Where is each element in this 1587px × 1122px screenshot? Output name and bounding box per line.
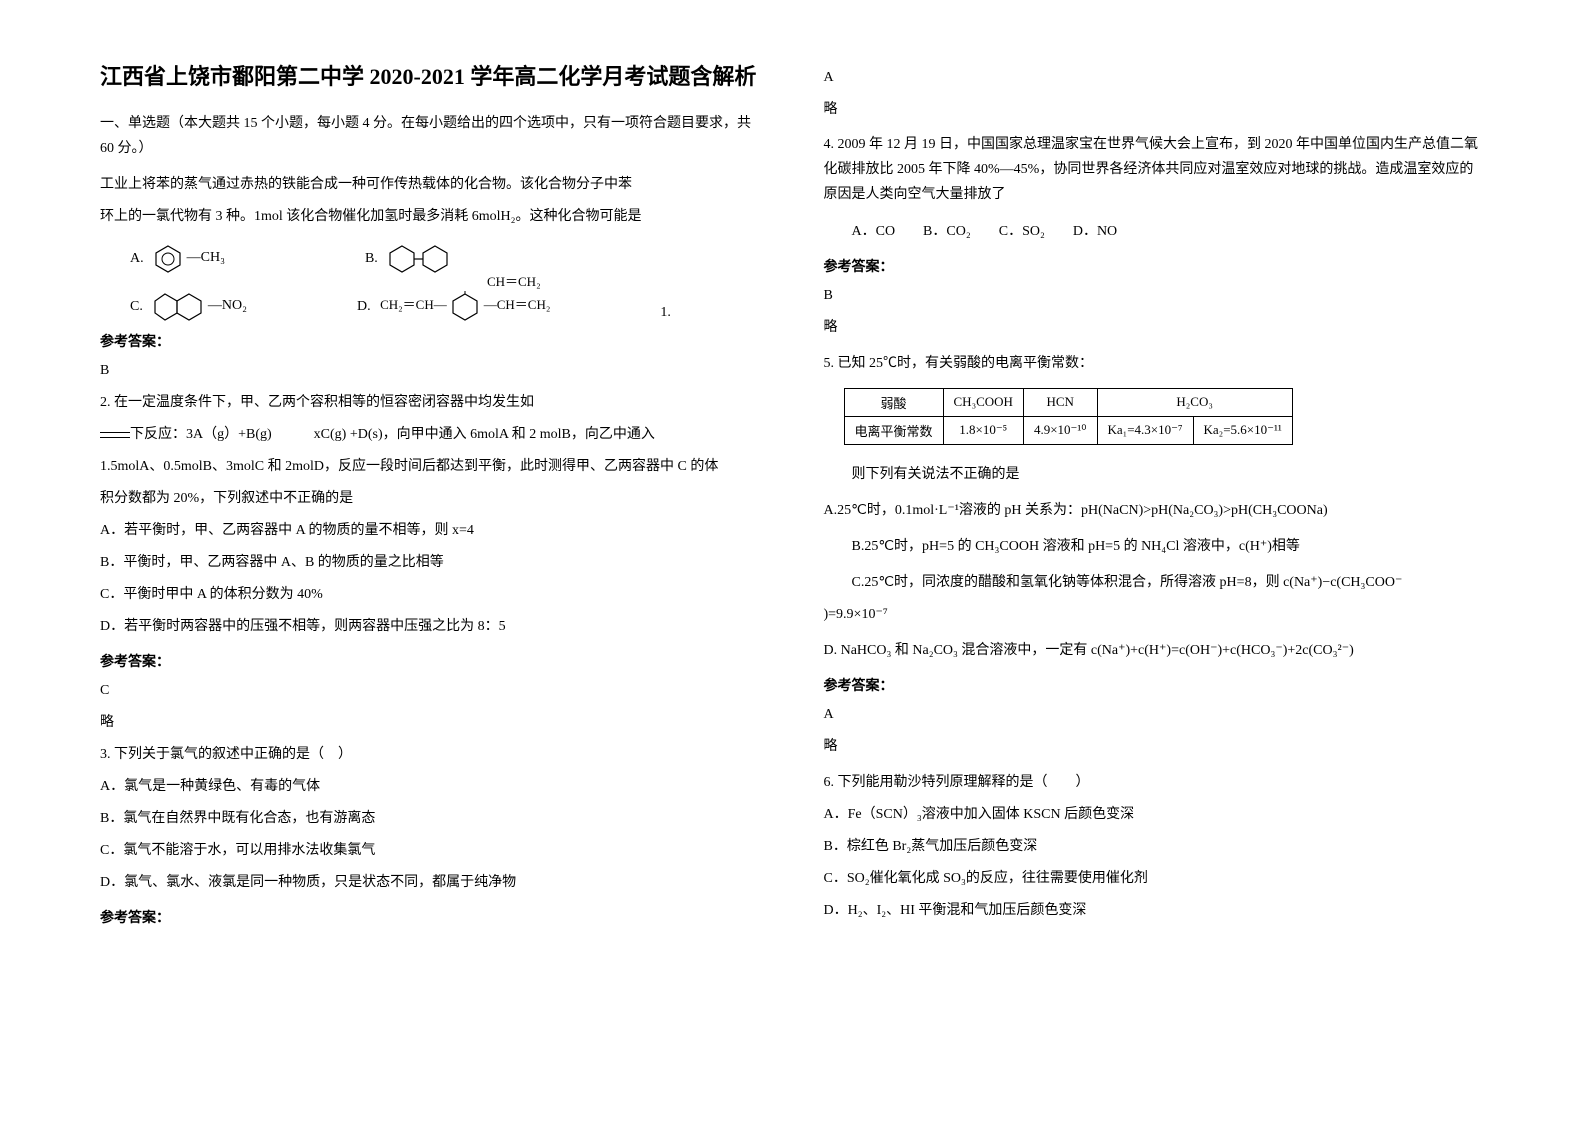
q5-optB: B.25℃时，pH=5 的 CH₃COOH 溶液和 pH=5 的 NH₄Cl 溶… — [824, 533, 1488, 561]
lue-3: 略 — [824, 96, 1488, 124]
biphenyl-icon — [387, 243, 453, 273]
q2-line4: 积分数都为 20%，下列叙述中不正确的是 — [100, 485, 764, 513]
q2-line2-text: 下反应：3A（g）+B(g) xC(g) +D(s)，向甲中通入 6molA 和… — [130, 427, 655, 442]
section-1-instructions: 一、单选题（本大题共 15 个小题，每小题 4 分。在每小题给出的四个选项中，只… — [100, 111, 764, 161]
q1-number: 1. — [660, 305, 671, 321]
q1-line1: 工业上将苯的蒸气通过赤热的铁能合成一种可作传热载体的化合物。该化合物分子中苯 — [100, 171, 764, 199]
q4: 4. 2009 年 12 月 19 日，中国国家总理温家宝在世界气候大会上宣布，… — [824, 132, 1488, 208]
q2-optA: A．若平衡时，甲、乙两容器中 A 的物质的量不相等，则 x=4 — [100, 517, 764, 545]
q3: 3. 下列关于氯气的叙述中正确的是（ ） — [100, 741, 764, 769]
answer-1: B — [100, 357, 764, 385]
table-row: 电离平衡常数 1.8×10⁻⁵ 4.9×10⁻¹⁰ Ka₁=4.3×10⁻⁷ K… — [844, 416, 1292, 444]
table-row: 弱酸 CH₃COOH HCN H₂CO₃ — [844, 388, 1292, 416]
td-v3: Ka₁=4.3×10⁻⁷ — [1097, 416, 1193, 444]
td-v1: 1.8×10⁻⁵ — [943, 416, 1023, 444]
answer-label-5: 参考答案： — [824, 675, 1488, 695]
answer-2: C — [100, 677, 764, 705]
q2-optC: C．平衡时甲中 A 的体积分数为 40% — [100, 581, 764, 609]
benzene-hex-icon — [153, 243, 183, 273]
th-acid: 弱酸 — [844, 388, 943, 416]
answer-5: A — [824, 701, 1488, 729]
naphthalene-icon — [152, 291, 204, 321]
q1-optD-right: —CH＝CH₂ — [484, 298, 551, 313]
answer-label-3: 参考答案： — [100, 907, 764, 927]
answer-4: B — [824, 282, 1488, 310]
q1-optB-label: B. — [365, 251, 378, 266]
q2-line2: 下反应：3A（g）+B(g) xC(g) +D(s)，向甲中通入 6molA 和… — [100, 421, 764, 449]
q2-line1: 2. 在一定温度条件下，甲、乙两个容积相等的恒容密闭容器中均发生如 — [100, 389, 764, 417]
q2-optD: D．若平衡时两容器中的压强不相等，则两容器中压强之比为 8：5 — [100, 613, 764, 641]
q1-optD-left: CH₂＝CH— — [380, 298, 447, 313]
q3-optC: C．氯气不能溶于水，可以用排水法收集氯气 — [100, 837, 764, 865]
q4-options: A．CO B．CO₂ C．SO₂ D．NO — [824, 218, 1488, 246]
th-h2co3: H₂CO₃ — [1097, 388, 1292, 416]
q1-line2: 环上的一氯代物有 3 种。1mol 该化合物催化加氢时最多消耗 6molH₂。这… — [100, 203, 764, 231]
q1-optD-topsub: CH＝CH₂ — [487, 271, 541, 290]
th-ch3cooh: CH₃COOH — [943, 388, 1023, 416]
lue-5: 略 — [824, 733, 1488, 761]
equilibrium-arrows-icon — [100, 428, 130, 442]
q5-optD: D. NaHCO₃ 和 Na₂CO₃ 混合溶液中，一定有 c(Na⁺)+c(H⁺… — [824, 637, 1488, 665]
q5-stem2: 则下列有关说法不正确的是 — [824, 461, 1488, 489]
exam-title: 江西省上饶市鄱阳第二中学 2020-2021 学年高二化学月考试题含解析 — [100, 60, 764, 93]
q3-optA: A．氯气是一种黄绿色、有毒的气体 — [100, 773, 764, 801]
q1-optA-sub: —CH₃ — [187, 251, 225, 266]
q1-option-c: C. —NO₂ — [130, 291, 247, 321]
q5-optC-l1: C.25℃时，同浓度的醋酸和氢氧化钠等体积混合，所得溶液 pH=8，则 c(Na… — [824, 569, 1488, 597]
right-column: A 略 4. 2009 年 12 月 19 日，中国国家总理温家宝在世界气候大会… — [824, 60, 1488, 1062]
q6-optD: D．H₂、I₂、HI 平衡混和气加压后颜色变深 — [824, 897, 1488, 925]
q6-optA: A．Fe（SCN）₃溶液中加入固体 KSCN 后颜色变深 — [824, 801, 1488, 829]
q1-options-row1: A. —CH₃ B. — [130, 243, 764, 273]
q1-options-row2: C. —NO₂ CH＝CH₂ D. CH₂＝CH— —CH＝CH₂ 1. — [130, 291, 764, 321]
answer-label-4: 参考答案： — [824, 256, 1488, 276]
q1-option-a: A. —CH₃ — [130, 243, 225, 273]
q1-optD-label: D. — [357, 299, 371, 314]
answer-label-1: 参考答案： — [100, 331, 764, 351]
lue-2: 略 — [100, 709, 764, 737]
q5-optA: A.25℃时，0.1mol·L⁻¹溶液的 pH 关系为：pH(NaCN)>pH(… — [824, 497, 1488, 525]
q1-option-d: CH＝CH₂ D. CH₂＝CH— —CH＝CH₂ — [357, 291, 550, 321]
q3-optB: B．氯气在自然界中既有化合态，也有游离态 — [100, 805, 764, 833]
left-column: 江西省上饶市鄱阳第二中学 2020-2021 学年高二化学月考试题含解析 一、单… — [100, 60, 764, 1062]
lue-4: 略 — [824, 314, 1488, 342]
q2-optB: B．平衡时，甲、乙两容器中 A、B 的物质的量之比相等 — [100, 549, 764, 577]
acid-table: 弱酸 CH₃COOH HCN H₂CO₃ 电离平衡常数 1.8×10⁻⁵ 4.9… — [844, 388, 1293, 445]
td-v4: Ka₂=5.6×10⁻¹¹ — [1193, 416, 1292, 444]
q1-option-b: B. — [365, 243, 453, 273]
q1-optC-label: C. — [130, 299, 143, 314]
q6-optB: B．棕红色 Br₂蒸气加压后颜色变深 — [824, 833, 1488, 861]
q6: 6. 下列能用勒沙特列原理解释的是（ ） — [824, 769, 1488, 797]
th-hcn: HCN — [1023, 388, 1097, 416]
q1-optC-sub: —NO₂ — [208, 299, 247, 314]
td-v2: 4.9×10⁻¹⁰ — [1023, 416, 1097, 444]
td-label: 电离平衡常数 — [844, 416, 943, 444]
q3-optD: D．氯气、氯水、液氯是同一种物质，只是状态不同，都属于纯净物 — [100, 869, 764, 897]
q2-line3: 1.5molA、0.5molB、3molC 和 2molD，反应一段时间后都达到… — [100, 453, 764, 481]
q5-optC-l2: )=9.9×10⁻⁷ — [824, 601, 1488, 629]
q6-optC: C．SO₂催化氧化成 SO₃的反应，往往需要使用催化剂 — [824, 865, 1488, 893]
q5: 5. 已知 25℃时，有关弱酸的电离平衡常数： — [824, 350, 1488, 378]
answer-3: A — [824, 64, 1488, 92]
q1-optA-label: A. — [130, 251, 144, 266]
benzene-hex2-icon — [450, 291, 480, 321]
answer-label-2: 参考答案： — [100, 651, 764, 671]
